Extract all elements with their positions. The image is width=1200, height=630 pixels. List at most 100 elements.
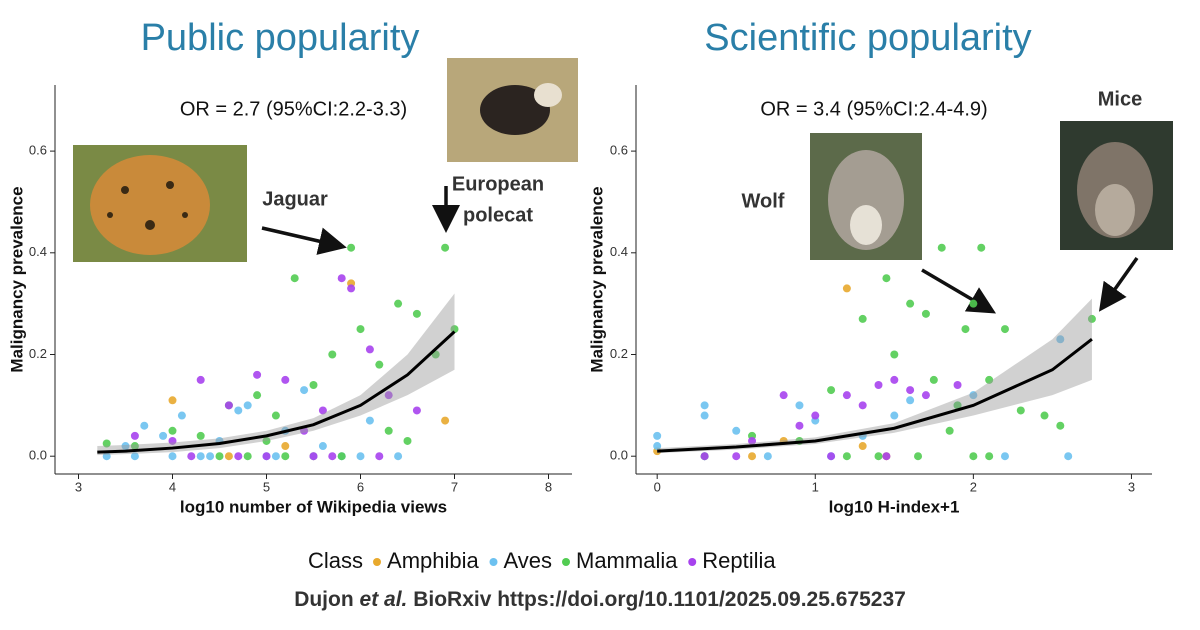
- data-point: [1040, 411, 1049, 420]
- data-point: [985, 452, 994, 461]
- data-point: [890, 411, 899, 420]
- data-point: [328, 350, 337, 359]
- data-point: [253, 391, 262, 400]
- data-point: [356, 325, 365, 334]
- data-point: [159, 431, 168, 440]
- data-point: [969, 391, 978, 400]
- panel-title: Public popularity: [141, 17, 420, 59]
- data-point: [394, 299, 403, 308]
- data-point: [375, 360, 384, 369]
- x-tick-label: 8: [545, 479, 552, 494]
- data-point: [937, 243, 946, 252]
- x-tick-label: 0: [654, 479, 661, 494]
- legend-label: Aves: [503, 548, 552, 573]
- data-point: [700, 401, 709, 410]
- data-point: [337, 452, 346, 461]
- data-point: [281, 375, 290, 384]
- data-point: [977, 243, 986, 252]
- legend-swatch: [489, 558, 498, 566]
- data-point: [102, 452, 111, 461]
- data-point: [356, 452, 365, 461]
- data-point: [1087, 314, 1096, 323]
- data-point: [653, 442, 662, 451]
- data-point: [450, 325, 459, 334]
- data-point: [206, 452, 215, 461]
- footer-text: et al.: [360, 588, 408, 611]
- data-point: [177, 411, 186, 420]
- data-point: [441, 416, 450, 425]
- data-point: [168, 436, 177, 445]
- data-point: [1064, 452, 1073, 461]
- data-point: [921, 391, 930, 400]
- data-point: [234, 406, 243, 415]
- data-point: [732, 426, 741, 435]
- data-point: [653, 431, 662, 440]
- data-point: [347, 243, 356, 252]
- data-point: [779, 391, 788, 400]
- data-point: [795, 421, 804, 430]
- data-point: [700, 411, 709, 420]
- photo-mouse: [1060, 121, 1173, 250]
- data-point: [271, 452, 280, 461]
- data-point: [842, 452, 851, 461]
- y-tick-label: 0.4: [610, 244, 628, 259]
- data-point: [224, 452, 233, 461]
- data-point: [196, 452, 205, 461]
- data-point: [196, 431, 205, 440]
- legend-label: Reptilia: [702, 548, 776, 573]
- data-point: [732, 452, 741, 461]
- data-point: [347, 284, 356, 293]
- data-point: [262, 436, 271, 445]
- data-point: [795, 401, 804, 410]
- data-point: [842, 391, 851, 400]
- data-point: [827, 452, 836, 461]
- x-tick-label: 3: [1128, 479, 1135, 494]
- data-point: [441, 243, 450, 252]
- legend-label: Mammalia: [576, 548, 678, 573]
- data-point: [243, 452, 252, 461]
- data-point: [365, 416, 374, 425]
- x-tick-label: 5: [263, 479, 270, 494]
- data-point: [281, 442, 290, 451]
- data-point: [748, 436, 757, 445]
- data-point: [858, 442, 867, 451]
- annotation: OR = 3.4 (95%CI:2.4-4.9): [760, 98, 987, 120]
- y-tick-label: 0.2: [610, 346, 628, 361]
- data-point: [290, 274, 299, 283]
- data-point: [403, 436, 412, 445]
- callout-label: Jaguar: [262, 188, 328, 210]
- data-point: [929, 375, 938, 384]
- data-point: [890, 350, 899, 359]
- data-point: [1056, 421, 1065, 430]
- data-point: [318, 406, 327, 415]
- data-point: [121, 442, 130, 451]
- data-point: [906, 386, 915, 395]
- x-axis-title: log10 number of Wikipedia views: [180, 497, 447, 516]
- data-point: [309, 381, 318, 390]
- photo-jaguar: [73, 145, 247, 262]
- footer: Dujon et al. BioRxiv https://doi.org/10.…: [294, 588, 906, 611]
- data-point: [196, 375, 205, 384]
- y-tick-label: 0.0: [29, 448, 47, 463]
- y-tick-label: 0.6: [29, 143, 47, 158]
- data-point: [906, 299, 915, 308]
- y-axis-title: Malignancy prevalence: [587, 186, 606, 372]
- data-point: [215, 452, 224, 461]
- callout-label: polecat: [463, 204, 533, 226]
- data-point: [921, 309, 930, 318]
- data-point: [1000, 452, 1009, 461]
- data-point: [858, 401, 867, 410]
- x-tick-label: 1: [812, 479, 819, 494]
- legend-title: Class: [308, 548, 363, 573]
- data-point: [318, 442, 327, 451]
- data-point: [842, 284, 851, 293]
- data-point: [1056, 335, 1065, 344]
- legend-swatch: [373, 558, 382, 566]
- legend-swatch: [562, 558, 571, 566]
- data-point: [328, 452, 337, 461]
- x-tick-label: 6: [357, 479, 364, 494]
- data-point: [953, 381, 962, 390]
- data-point: [130, 442, 139, 451]
- data-point: [412, 406, 421, 415]
- x-tick-label: 2: [970, 479, 977, 494]
